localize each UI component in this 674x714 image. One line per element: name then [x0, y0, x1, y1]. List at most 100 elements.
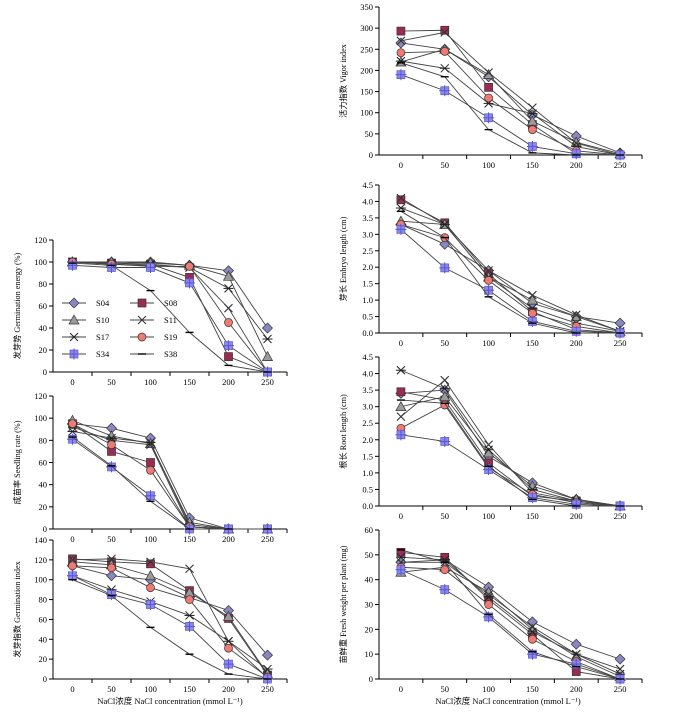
- y-tick-label: 1.0: [362, 295, 373, 305]
- data-point: [571, 649, 582, 659]
- data-point: [396, 195, 406, 205]
- data-point: [396, 547, 406, 557]
- y-tick-label: 50: [365, 550, 374, 560]
- data-point: [223, 658, 234, 670]
- legend-label: S08: [164, 298, 177, 308]
- y-tick-label: 60: [39, 458, 48, 468]
- legend-item-S17: S17: [62, 332, 109, 342]
- x-tick-label: 150: [526, 160, 539, 170]
- data-point: [144, 570, 157, 581]
- y-tick-label: 1.5: [362, 279, 373, 289]
- data-point: [570, 658, 582, 670]
- data-point: [526, 115, 539, 126]
- y-tick-label: 80: [39, 279, 48, 289]
- chart-germ_index: 0 20 40 60 80 100 120 140 0 50 100 150 200 250 发芽指数 Ge…: [12, 535, 288, 706]
- series-line: [72, 565, 268, 678]
- x-tick-label: 100: [144, 377, 157, 387]
- x-tick-label: 50: [441, 338, 450, 348]
- x-tick-label: 50: [441, 684, 450, 694]
- data-point: [224, 643, 233, 653]
- x-tick-label: 100: [482, 160, 495, 170]
- y-tick-label: 0.5: [362, 484, 373, 494]
- series-S38: [396, 62, 625, 156]
- series-line: [72, 264, 268, 373]
- y-tick-label: 0: [43, 367, 47, 377]
- data-point: [439, 63, 450, 73]
- x-tick-label: 0: [399, 511, 403, 521]
- series-line: [72, 261, 268, 373]
- y-tick-label: 60: [39, 614, 48, 624]
- data-point: [222, 610, 235, 621]
- data-point: [440, 375, 450, 385]
- y-tick-label: 1.0: [362, 468, 373, 478]
- data-point: [484, 93, 493, 103]
- x-tick-label: 50: [107, 377, 116, 387]
- legend-label: S34: [96, 349, 110, 359]
- data-point: [184, 611, 195, 620]
- x-tick-label: 150: [526, 338, 539, 348]
- data-point: [395, 365, 406, 375]
- y-tick-label: 0: [43, 674, 47, 684]
- x-tick-label: 50: [107, 534, 116, 544]
- series-line: [72, 565, 268, 656]
- series-line: [400, 396, 621, 507]
- data-point: [146, 559, 155, 569]
- series-line: [400, 551, 621, 680]
- data-point: [395, 429, 407, 441]
- x-tick-label: 200: [570, 160, 583, 170]
- series-line: [400, 207, 621, 332]
- series-S17: [395, 365, 626, 511]
- data-point: [439, 85, 451, 97]
- data-point: [106, 433, 117, 443]
- x-tick-label: 150: [183, 684, 196, 694]
- series-S11: [396, 27, 625, 160]
- data-point: [68, 419, 77, 429]
- data-point: [483, 611, 495, 623]
- data-point: [106, 461, 117, 473]
- data-point: [146, 458, 155, 467]
- data-point: [570, 638, 582, 650]
- series-S04: [67, 560, 273, 661]
- legend-marker: [137, 332, 147, 342]
- data-point: [395, 37, 407, 49]
- x-tick-label: 100: [144, 684, 157, 694]
- series-S10: [395, 215, 626, 336]
- y-axis-title: 发芽指数 Germination index: [12, 561, 22, 657]
- x-tick-label: 150: [526, 684, 539, 694]
- data-point: [571, 138, 581, 148]
- series-S17: [67, 427, 273, 534]
- chart-seedling_rate: 0 20 40 60 80 100 120 0 50 100 150 200 250 成苗率 Seedli…: [12, 391, 288, 544]
- y-tick-label: 100: [34, 575, 47, 585]
- data-point: [396, 387, 406, 397]
- y-tick-label: 60: [365, 525, 374, 535]
- data-point: [483, 445, 494, 455]
- y-tick-label: 2.5: [362, 246, 373, 256]
- legend-marker: [68, 297, 80, 309]
- series-line: [400, 29, 621, 156]
- data-point: [395, 564, 407, 576]
- x-tick-label: 250: [261, 377, 274, 387]
- data-point: [570, 136, 582, 147]
- y-tick-label: 120: [34, 555, 47, 565]
- series-line: [72, 558, 268, 676]
- series-line: [72, 579, 268, 680]
- y-tick-label: 0.0: [362, 328, 373, 338]
- series-S19: [68, 561, 272, 682]
- y-tick-label: 10: [365, 649, 374, 659]
- series-line: [400, 404, 621, 507]
- x-tick-label: 50: [441, 160, 450, 170]
- series-S10: [395, 391, 626, 511]
- x-tick-label: 150: [183, 377, 196, 387]
- legend-label: S38: [164, 349, 177, 359]
- data-point: [395, 400, 407, 412]
- series-line: [400, 556, 621, 675]
- data-point: [440, 25, 450, 35]
- series-line: [72, 575, 268, 670]
- series-line: [72, 261, 268, 357]
- y-tick-label: 40: [365, 575, 374, 585]
- y-tick-label: 2.0: [362, 262, 373, 272]
- y-tick-label: 20: [365, 624, 374, 634]
- x-tick-label: 50: [107, 684, 116, 694]
- data-point: [483, 592, 494, 602]
- series-line: [400, 229, 621, 334]
